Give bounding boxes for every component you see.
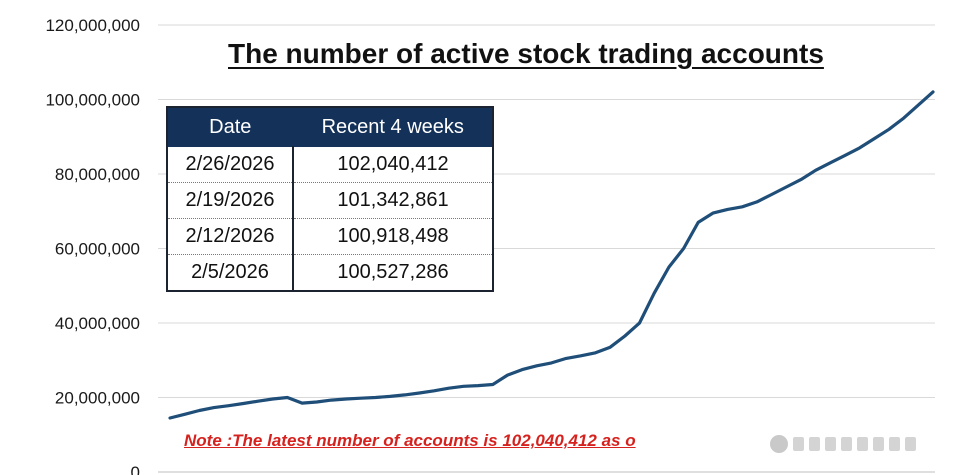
row-date: 2/26/2026 [167,146,294,183]
watermark-glyph [809,437,820,451]
table-header-row: Date Recent 4 weeks [166,106,494,147]
table-row: 2/26/2026 102,040,412 [167,146,494,183]
row-count: 101,342,861 [293,182,494,219]
watermark [770,431,916,457]
row-date: 2/12/2026 [167,218,294,255]
watermark-glyph [793,437,804,451]
row-date: 2/19/2026 [167,182,294,219]
y-tick-label: 120,000,000 [45,16,140,35]
watermark-glyph [889,437,900,451]
y-tick-label: 60,000,000 [55,240,140,259]
watermark-glyph [841,437,852,451]
y-axis-ticks: 120,000,000 100,000,000 80,000,000 60,000,0… [45,16,140,475]
header-date: Date [166,106,294,147]
table-row: 2/19/2026 101,342,861 [167,182,494,219]
watermark-logo-icon [770,435,788,453]
y-tick-label: 20,000,000 [55,389,140,408]
y-tick-label: 40,000,000 [55,314,140,333]
row-count: 100,918,498 [293,218,494,255]
row-date: 2/5/2026 [167,254,294,292]
recent-weeks-table: Date Recent 4 weeks 2/26/2026 102,040,41… [166,106,494,292]
latest-count-note: Note :The latest number of accounts is 1… [184,431,636,450]
watermark-glyph [825,437,836,451]
table-row: 2/5/2026 100,527,286 [167,254,494,292]
watermark-glyph [857,437,868,451]
row-count: 102,040,412 [293,146,494,183]
watermark-glyph [905,437,916,451]
series-line [168,90,935,420]
y-tick-label: 0 [131,463,140,475]
y-tick-label: 100,000,000 [45,91,140,110]
row-count: 100,527,286 [293,254,494,292]
header-recent-weeks: Recent 4 weeks [292,106,494,147]
y-tick-label: 80,000,000 [55,165,140,184]
table-row: 2/12/2026 100,918,498 [167,218,494,255]
watermark-glyph [873,437,884,451]
chart-title: The number of active stock trading accou… [228,38,824,69]
